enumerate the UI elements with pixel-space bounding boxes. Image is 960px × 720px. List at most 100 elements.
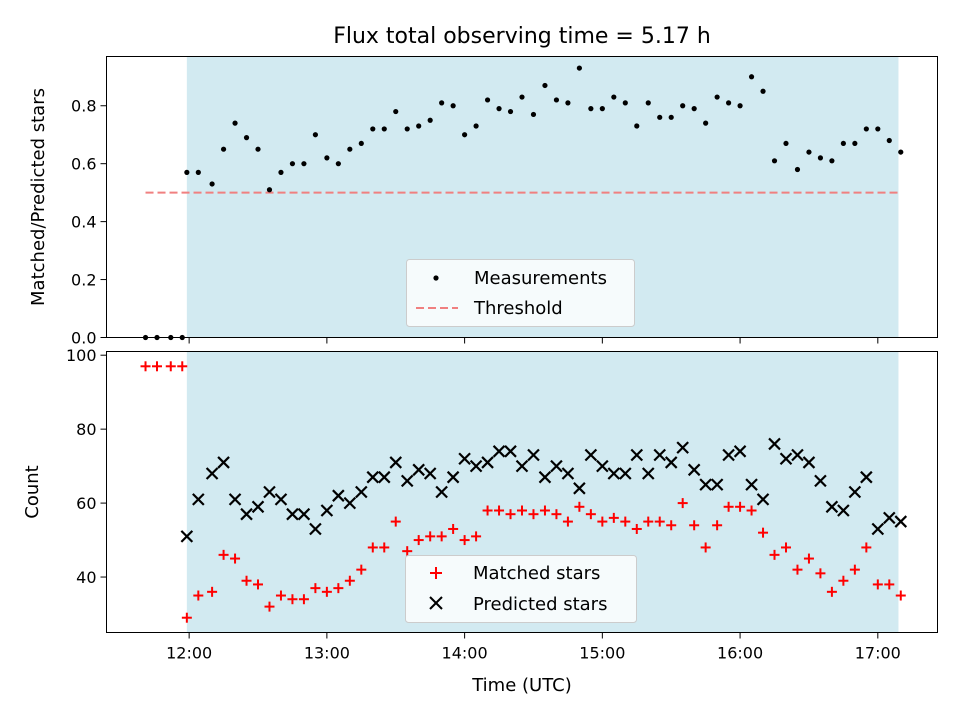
measurement-point bbox=[266, 187, 273, 193]
matched-star-point bbox=[298, 594, 309, 605]
measurement-point bbox=[381, 126, 387, 132]
y-tick-label: 0.0 bbox=[71, 329, 96, 348]
matched-star-point bbox=[689, 520, 700, 531]
ratio-y-ticks: 0.0 0.2 0.4 0.6 0.8 bbox=[71, 97, 107, 348]
predicted-star-point bbox=[492, 445, 506, 458]
predicted-star-point bbox=[814, 474, 827, 488]
predicted-star-point bbox=[871, 522, 885, 536]
count-y-axis-label: Count bbox=[22, 465, 43, 518]
measurement-point bbox=[771, 158, 778, 164]
y-tick-label: 40 bbox=[76, 568, 96, 587]
matched-star-point bbox=[585, 509, 596, 520]
predicted-star-point bbox=[297, 507, 311, 521]
matched-star-point bbox=[539, 505, 550, 516]
predicted-star-point bbox=[676, 441, 689, 454]
matched-star-point bbox=[230, 553, 241, 564]
measurement-point bbox=[393, 108, 399, 115]
measurement-point bbox=[622, 100, 628, 106]
measurement-point bbox=[195, 169, 201, 175]
y-tick-label: 60 bbox=[76, 494, 96, 513]
count-legend: Matched stars Predicted stars bbox=[405, 555, 637, 623]
matched-star-point bbox=[402, 546, 413, 557]
x-tick-label: 14:00 bbox=[442, 644, 488, 663]
predicted-star-point bbox=[733, 445, 747, 458]
predicted-star-point bbox=[825, 500, 839, 514]
predicted-star-point bbox=[274, 493, 288, 506]
matched-star-point bbox=[643, 516, 654, 527]
matched-star-point bbox=[152, 361, 163, 372]
matched-star-point bbox=[367, 542, 378, 553]
matched-star-point bbox=[654, 516, 665, 527]
matched-star-point bbox=[321, 586, 332, 597]
measurement-point bbox=[335, 161, 341, 167]
matched-star-point bbox=[780, 542, 791, 553]
matched-star-point bbox=[356, 564, 367, 575]
predicted-star-point bbox=[412, 463, 425, 477]
matched-star-point bbox=[758, 527, 769, 538]
measurement-point bbox=[416, 123, 422, 129]
matched-stars-points bbox=[140, 361, 906, 623]
predicted-star-point bbox=[883, 511, 896, 525]
x-tick-label: 15:00 bbox=[579, 644, 625, 663]
matched-star-point bbox=[218, 549, 229, 560]
predicted-star-point bbox=[779, 452, 793, 466]
predicted-star-point bbox=[527, 448, 540, 462]
matched-star-point bbox=[344, 575, 355, 586]
threshold-legend-label: Threshold bbox=[473, 298, 563, 319]
matched-star-point bbox=[735, 501, 746, 512]
predicted-star-point bbox=[619, 467, 632, 480]
predicted-star-point bbox=[320, 504, 334, 517]
predicted-star-point bbox=[400, 474, 414, 488]
chart-title: Flux total observing time = 5.17 h bbox=[333, 24, 711, 49]
measurement-point bbox=[473, 123, 479, 129]
measurement-point bbox=[852, 140, 858, 147]
predicted-star-point bbox=[860, 470, 873, 484]
matched-star-point bbox=[895, 590, 906, 601]
measurement-point bbox=[427, 117, 433, 123]
matched-star-point bbox=[459, 535, 470, 546]
matched-legend-label: Matched stars bbox=[473, 563, 600, 584]
count-y-ticks: 40 60 80 100 bbox=[66, 346, 107, 587]
matched-star-point bbox=[608, 512, 619, 523]
y-tick-label: 100 bbox=[66, 346, 97, 365]
predicted-star-point bbox=[263, 485, 276, 499]
measurement-point bbox=[829, 158, 835, 164]
predicted-star-point bbox=[641, 467, 655, 480]
measurement-point bbox=[783, 140, 789, 147]
x-axis-label: Time (UTC) bbox=[471, 675, 572, 696]
predicted-star-point bbox=[240, 507, 253, 521]
measurement-point bbox=[301, 161, 307, 167]
predicted-star-point bbox=[607, 467, 621, 480]
measurement-point bbox=[634, 123, 640, 129]
measurement-point bbox=[737, 103, 743, 109]
predicted-star-point bbox=[180, 530, 194, 543]
measurement-point bbox=[312, 132, 318, 138]
measurement-point bbox=[817, 155, 824, 161]
matched-star-point bbox=[287, 594, 298, 605]
predicted-star-point bbox=[435, 485, 448, 499]
x-tick-label: 13:00 bbox=[304, 644, 350, 663]
matched-star-point bbox=[165, 361, 176, 372]
measurement-point bbox=[278, 169, 284, 175]
measurement-point bbox=[358, 140, 364, 147]
matched-star-point bbox=[140, 361, 151, 372]
predicted-star-point bbox=[756, 493, 770, 506]
predicted-star-point bbox=[332, 489, 345, 502]
predicted-star-point bbox=[894, 515, 908, 528]
predicted-star-point bbox=[664, 456, 678, 469]
matched-star-point bbox=[379, 542, 390, 553]
measurement-point bbox=[507, 108, 514, 115]
matched-star-point bbox=[264, 601, 275, 612]
predicted-star-point bbox=[469, 459, 483, 473]
matched-star-point bbox=[666, 520, 677, 531]
matched-star-point bbox=[505, 509, 516, 520]
matched-star-point bbox=[562, 516, 573, 527]
matched-star-point bbox=[700, 542, 711, 553]
measurements-legend-label: Measurements bbox=[474, 268, 607, 289]
matched-star-point bbox=[471, 531, 482, 542]
matched-star-point bbox=[181, 612, 192, 623]
matched-star-point bbox=[712, 520, 723, 531]
predicted-star-point bbox=[791, 448, 804, 462]
predicted-star-point bbox=[423, 467, 437, 480]
